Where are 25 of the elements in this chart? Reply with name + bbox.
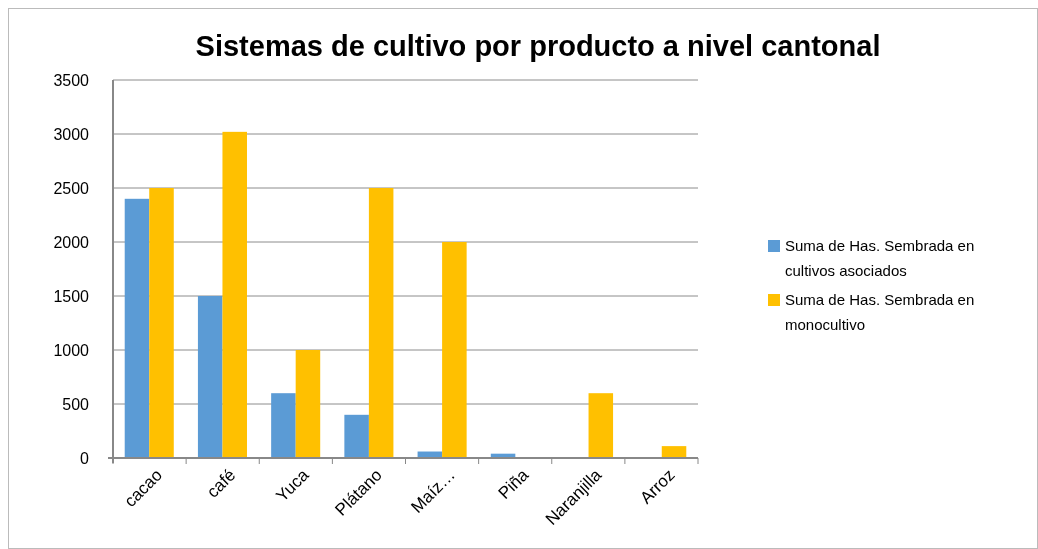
- bar: [661, 446, 687, 458]
- bar: [442, 242, 467, 458]
- x-tick-label: Yuca: [272, 465, 313, 506]
- y-tick-label: 1000: [53, 341, 90, 359]
- bar: [149, 188, 174, 458]
- y-tick-label: 0: [80, 449, 90, 467]
- x-tick-label: café: [203, 465, 240, 502]
- y-tick-label: 3500: [53, 71, 90, 89]
- bar: [197, 296, 223, 458]
- y-tick-label: 1500: [53, 287, 90, 305]
- y-tick-label: 3000: [53, 125, 90, 143]
- bar: [368, 188, 394, 458]
- y-tick-label: 500: [62, 395, 90, 413]
- legend-label: Suma de Has. Sembrada en cultivos asociados: [785, 237, 975, 280]
- bar: [271, 393, 296, 458]
- bar: [124, 198, 150, 458]
- bar: [344, 414, 369, 458]
- y-tick-label: 2500: [53, 179, 90, 197]
- bar: [222, 131, 247, 458]
- y-tick-label: 2000: [53, 233, 90, 251]
- chart-title: Sistemas de cultivo por producto a nivel cantonal: [195, 30, 881, 62]
- bar: [588, 393, 614, 458]
- legend-label: Suma de Has. Sembrada en monocultivo: [785, 291, 975, 334]
- x-tick-label: Piña: [494, 465, 533, 503]
- bar: [295, 350, 321, 458]
